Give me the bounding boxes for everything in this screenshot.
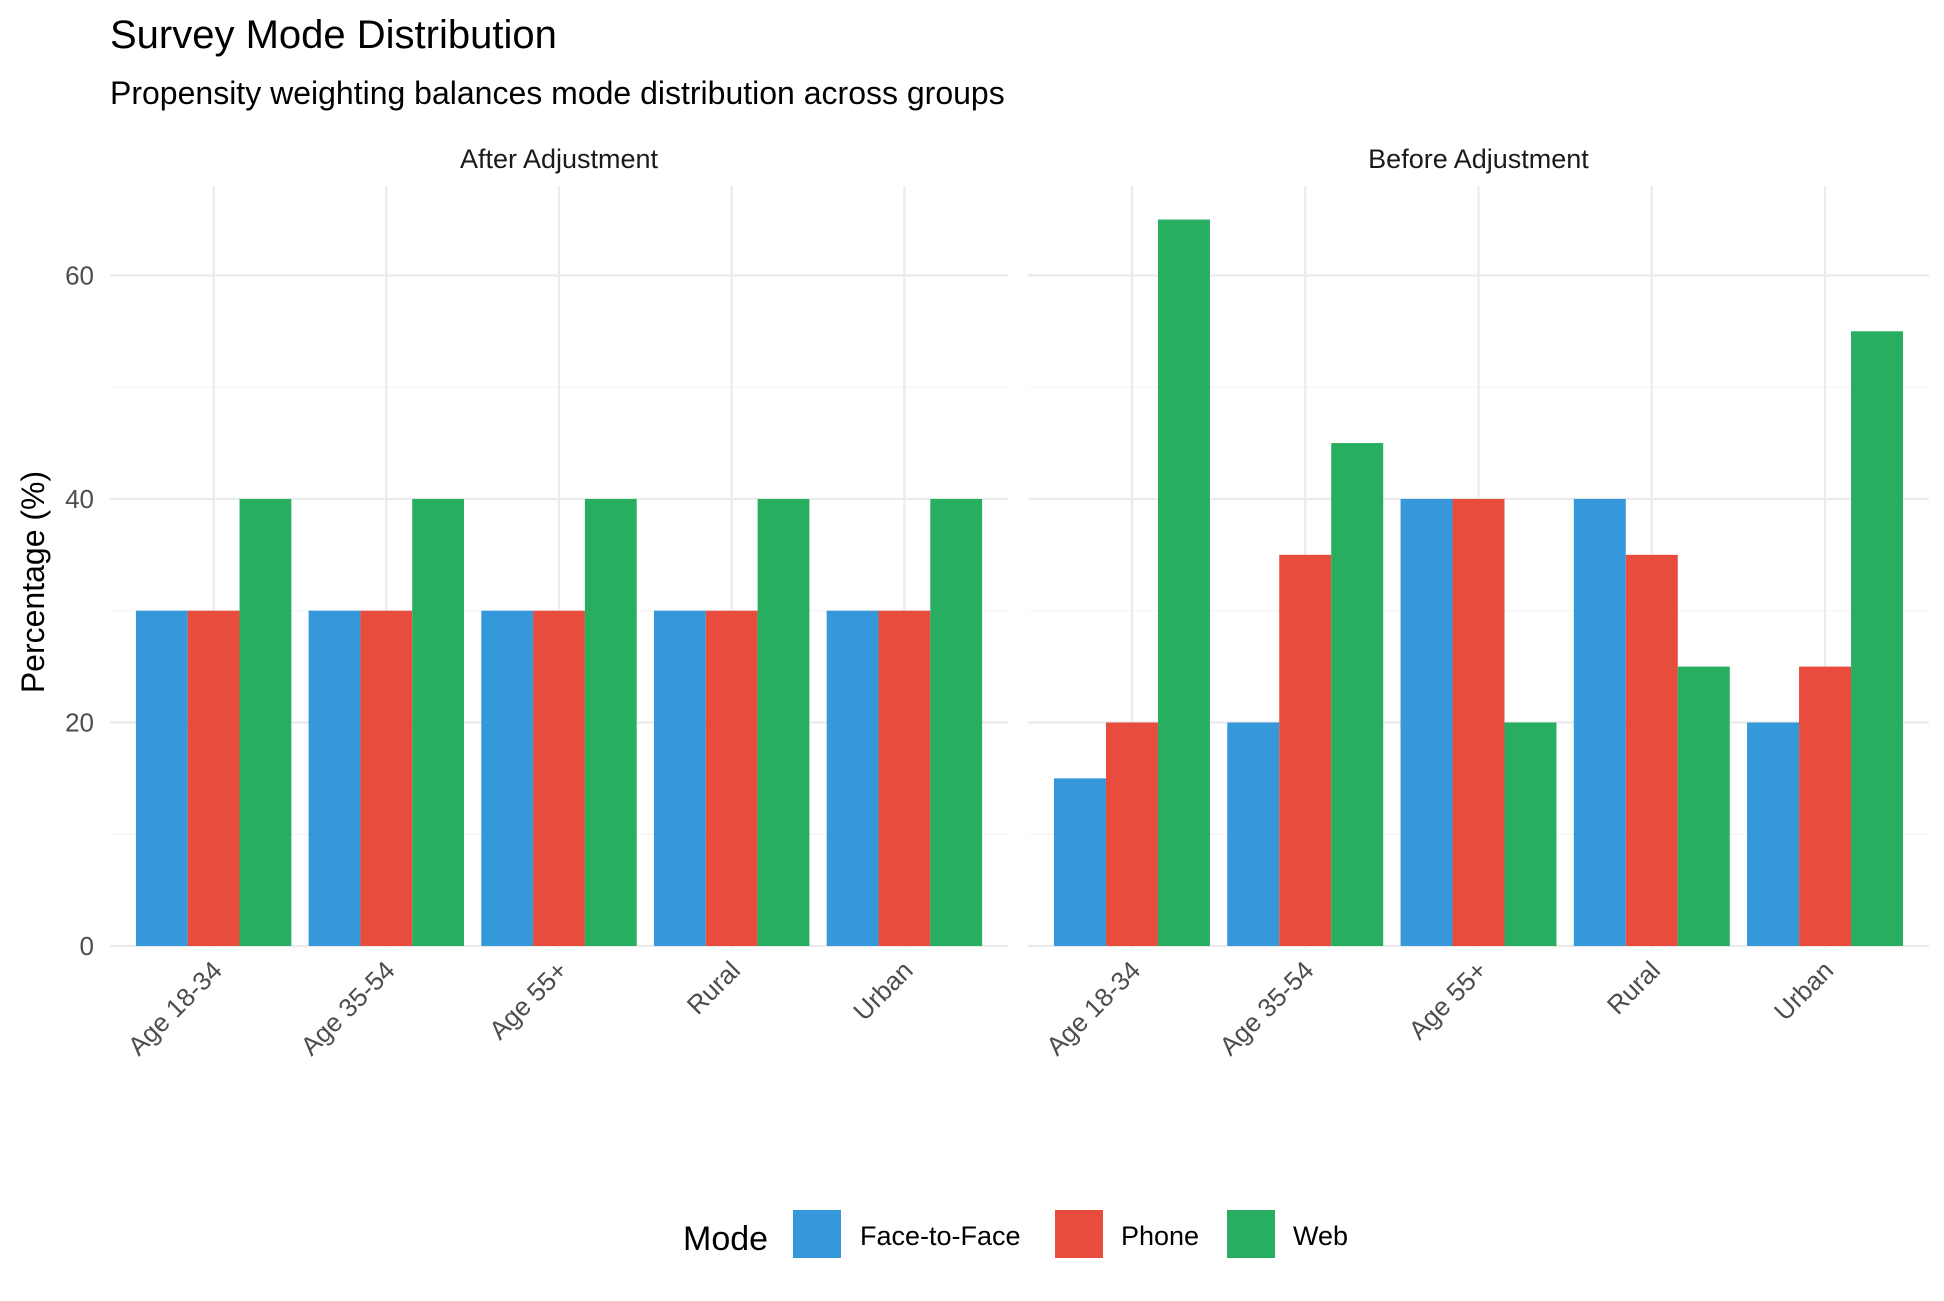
- bar-web-1: [412, 498, 465, 946]
- bar-web-0: [1157, 219, 1210, 946]
- facet-strip-label: After Adjustment: [460, 144, 659, 174]
- chart-subtitle: Propensity weighting balances mode distr…: [110, 75, 1005, 111]
- legend: Face-to-Face Phone Web: [793, 1210, 1348, 1258]
- bar-web-2: [584, 498, 637, 946]
- x-tick-label: Age 35-54: [1213, 955, 1319, 1061]
- y-tick-label: 0: [80, 931, 94, 961]
- bar-face-to-face-4: [1747, 722, 1800, 946]
- x-tick-label: Age 35-54: [294, 955, 400, 1061]
- legend-item-phone: Phone: [1055, 1210, 1199, 1258]
- bar-web-3: [1677, 666, 1730, 946]
- bar-face-to-face-4: [826, 610, 879, 946]
- y-tick-label: 60: [65, 260, 94, 290]
- panel-1: Before Adjustment Age 18-34 Age 35-54 Age 5…: [1028, 144, 1929, 1061]
- bar-phone-1: [360, 610, 413, 946]
- legend-label: Face-to-Face: [860, 1221, 1021, 1251]
- legend-title: Mode: [683, 1220, 768, 1258]
- facet-strip-label: Before Adjustment: [1368, 144, 1589, 174]
- bar-web-1: [1331, 443, 1384, 946]
- bar-phone-4: [878, 610, 931, 946]
- bar-phone-2: [533, 610, 585, 946]
- bar-face-to-face-0: [1053, 778, 1106, 946]
- bar-web-0: [239, 498, 292, 946]
- legend-label: Web: [1293, 1221, 1348, 1251]
- bar-face-to-face-2: [1400, 498, 1453, 946]
- bar-face-to-face-0: [135, 610, 188, 946]
- bar-phone-1: [1279, 554, 1332, 946]
- bar-phone-2: [1452, 498, 1505, 946]
- x-tick-label: Urban: [847, 955, 918, 1026]
- x-tick-label: Age 18-34: [1040, 955, 1146, 1061]
- y-tick-label: 20: [65, 707, 94, 737]
- panel-0: After Adjustment Age 18-34 Age 35-54 Age 55…: [65, 144, 1008, 1061]
- legend-item-face-to-face: Face-to-Face: [793, 1210, 1021, 1258]
- bar-phone-3: [1625, 554, 1678, 946]
- x-tick-label: Rural: [1601, 955, 1666, 1020]
- x-tick-label: Age 55+: [1403, 955, 1493, 1045]
- legend-label: Phone: [1121, 1221, 1199, 1251]
- bar-web-4: [930, 498, 983, 946]
- y-axis-label: Percentage (%): [15, 471, 51, 693]
- y-tick-label: 40: [65, 484, 94, 514]
- bar-face-to-face-2: [481, 610, 534, 946]
- bar-face-to-face-3: [653, 610, 706, 946]
- chart-title: Survey Mode Distribution: [110, 13, 557, 57]
- bar-phone-0: [1105, 722, 1158, 946]
- legend-swatch: [793, 1210, 841, 1258]
- facet-panels: After Adjustment Age 18-34 Age 35-54 Age 55…: [65, 144, 1929, 1061]
- bar-phone-3: [705, 610, 758, 946]
- x-tick-label: Rural: [681, 955, 746, 1020]
- legend-swatch: [1055, 1210, 1103, 1258]
- bar-web-2: [1504, 722, 1557, 946]
- x-tick-label: Age 55+: [483, 955, 573, 1045]
- bar-phone-0: [187, 610, 240, 946]
- legend-item-web: Web: [1227, 1210, 1348, 1258]
- legend-swatch: [1227, 1210, 1275, 1258]
- bar-phone-4: [1799, 666, 1852, 946]
- x-tick-label: Age 18-34: [122, 955, 228, 1061]
- bar-face-to-face-1: [308, 610, 361, 946]
- bar-web-3: [757, 498, 810, 946]
- x-tick-label: Urban: [1768, 955, 1839, 1026]
- bar-face-to-face-3: [1573, 498, 1626, 946]
- bar-web-4: [1851, 331, 1904, 946]
- bar-face-to-face-1: [1227, 722, 1280, 946]
